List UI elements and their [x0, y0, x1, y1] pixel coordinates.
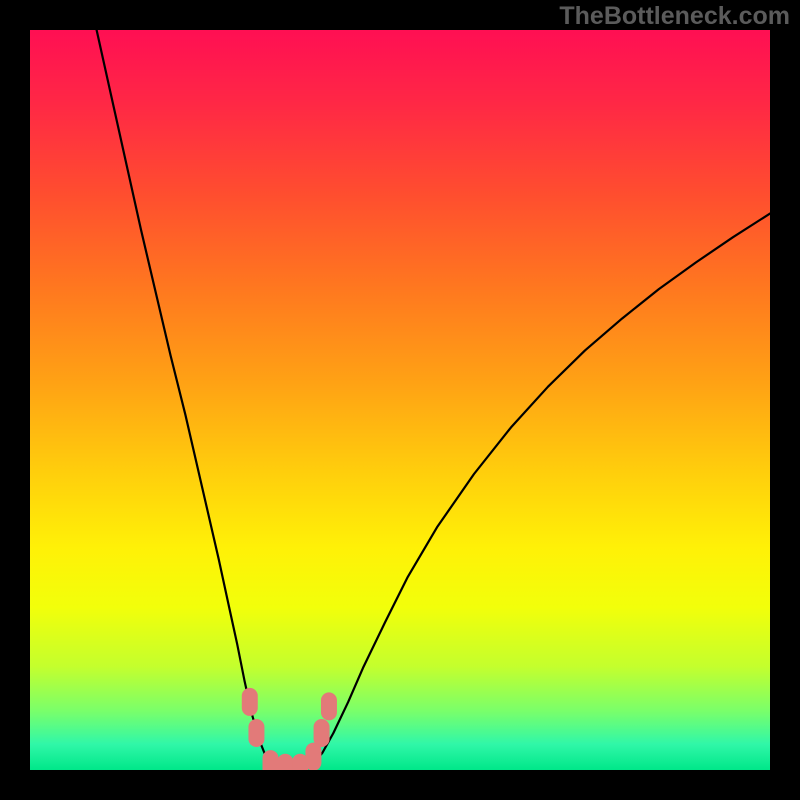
marker-capsule — [248, 719, 264, 747]
marker-capsule — [314, 719, 330, 747]
marker-capsule — [263, 750, 279, 770]
marker-capsule — [277, 754, 293, 770]
bottleneck-curve — [97, 30, 770, 770]
chart-svg — [30, 30, 770, 770]
watermark-text: TheBottleneck.com — [559, 2, 790, 31]
plot-area — [30, 30, 770, 770]
marker-capsule — [305, 743, 321, 770]
marker-capsule — [321, 692, 337, 720]
marker-capsule — [242, 688, 258, 716]
